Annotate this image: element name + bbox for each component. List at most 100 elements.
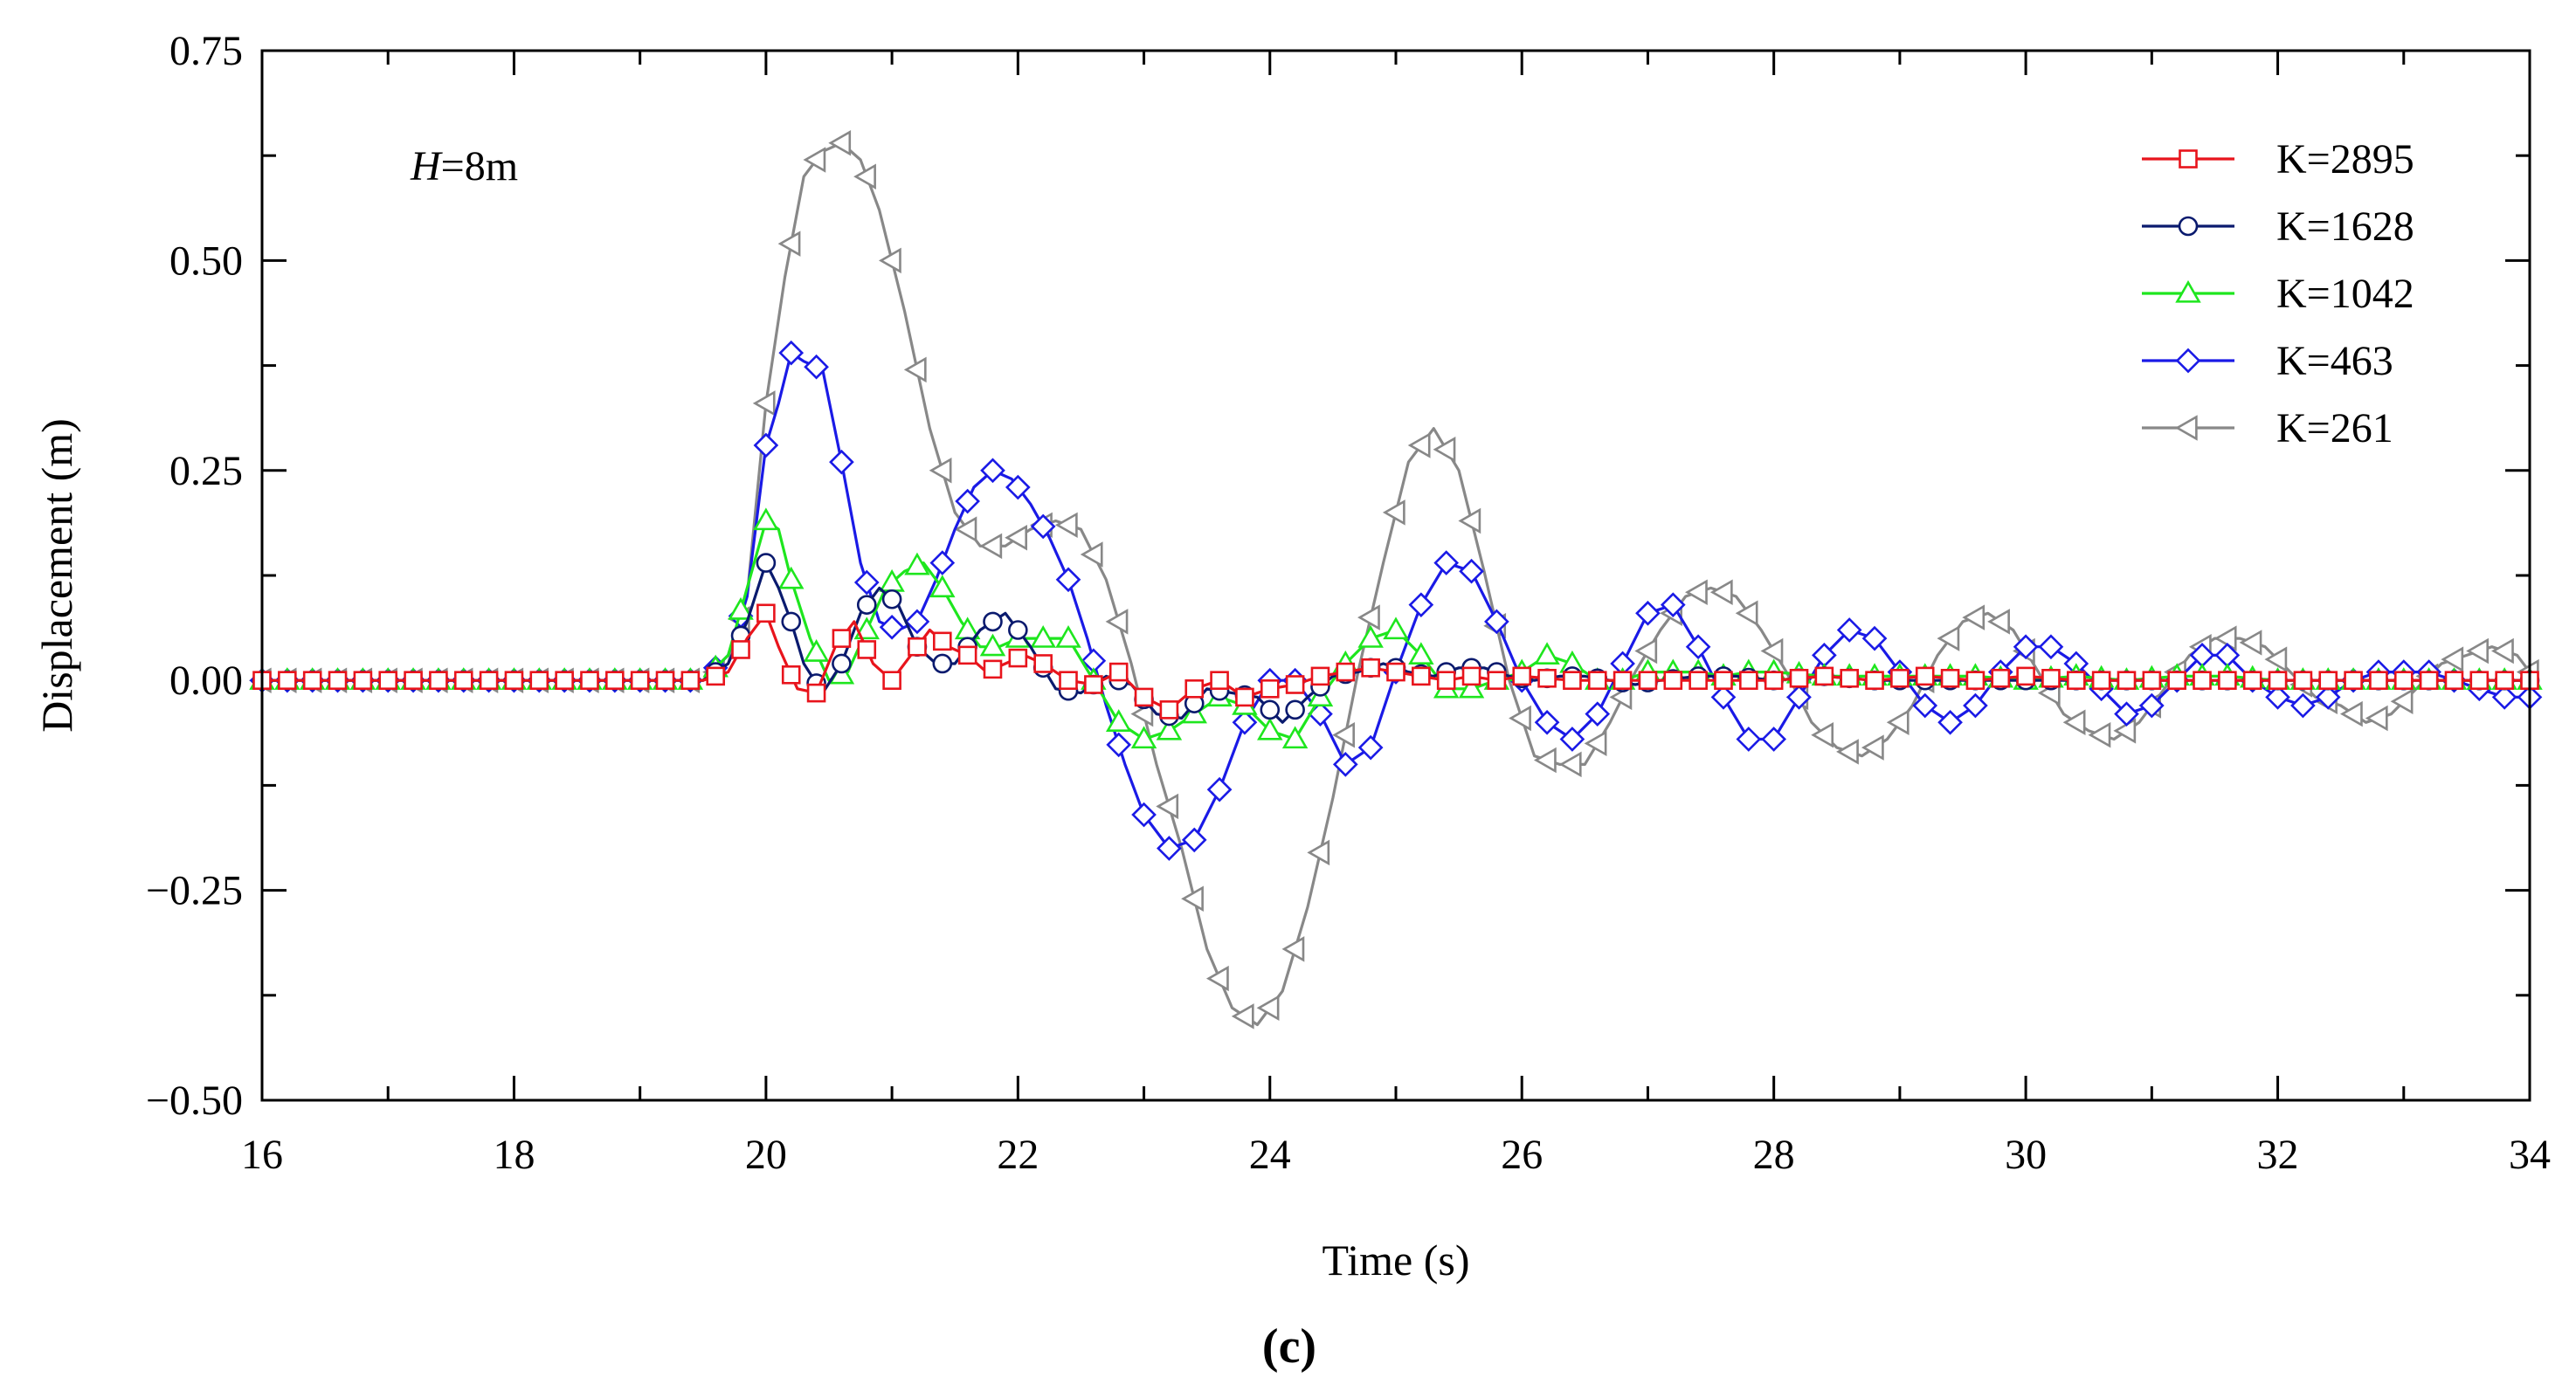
data-point: [2114, 701, 2139, 727]
data-point: [1030, 513, 1056, 540]
data-point: [1386, 662, 1405, 682]
data-point: [929, 458, 952, 484]
legend-label: K=2895: [2276, 136, 2414, 182]
data-point: [1836, 617, 1862, 643]
data-point: [1764, 671, 1784, 691]
data-point: [929, 550, 956, 575]
data-point: [1512, 666, 1532, 686]
data-point: [555, 671, 574, 691]
data-point: [2393, 671, 2414, 691]
data-point: [605, 671, 625, 691]
data-point: [753, 507, 779, 531]
data-point: [1459, 558, 1484, 584]
data-point: [908, 637, 927, 657]
data-point: [803, 639, 830, 662]
data-point: [278, 671, 297, 691]
data-point: [1134, 687, 1154, 707]
data-point: [1156, 793, 1179, 820]
data-point: [856, 595, 877, 615]
legend-label: K=1042: [2276, 271, 2414, 317]
data-point: [580, 671, 599, 691]
data-point: [1814, 666, 1834, 686]
data-point: [1635, 600, 1661, 626]
legend-item: K=1628: [2142, 203, 2414, 250]
data-point: [1761, 727, 1787, 752]
data-point: [1260, 699, 1281, 720]
data-point: [803, 147, 826, 173]
data-point: [1131, 802, 1157, 828]
data-point: [1861, 625, 1888, 651]
data-point: [1408, 642, 1434, 665]
data-point: [2469, 671, 2490, 691]
data-point: [1487, 671, 1507, 691]
data-point: [853, 569, 880, 596]
series-K=1628: [252, 553, 2540, 727]
data-point: [1584, 730, 1607, 757]
data-point: [1638, 671, 1658, 691]
data-point: [879, 614, 905, 640]
height-annotation-symbol: H: [410, 143, 443, 189]
data-point: [1559, 727, 1585, 752]
data-point: [857, 640, 877, 659]
data-point: [1760, 637, 1784, 665]
data-point: [1937, 625, 1960, 651]
data-point: [1285, 675, 1305, 694]
data-point: [1534, 642, 1560, 665]
height-annotation: H=8m: [410, 143, 518, 189]
data-point: [1156, 717, 1183, 740]
y-tick-label: −0.25: [146, 868, 243, 914]
data-point: [1181, 885, 1204, 912]
data-point: [1084, 675, 1103, 694]
data-point: [1963, 692, 1988, 719]
data-point: [1613, 671, 1633, 691]
data-point: [1458, 675, 1485, 699]
data-point: [1059, 671, 1078, 691]
data-point: [2016, 666, 2035, 686]
data-point: [1987, 609, 2010, 635]
x-tick-label: 22: [997, 1132, 1039, 1178]
data-point: [1232, 709, 1258, 735]
data-point: [2419, 671, 2439, 691]
data-point: [1285, 699, 1305, 720]
data-point: [2138, 692, 2165, 719]
series-line: [262, 561, 2530, 724]
data-point: [1008, 620, 1028, 640]
data-point: [1736, 727, 1762, 752]
data-point: [1484, 609, 1509, 635]
data-point: [328, 671, 348, 691]
data-point: [853, 616, 881, 640]
data-point: [832, 653, 852, 674]
data-point: [903, 356, 927, 383]
data-point: [1055, 567, 1081, 593]
y-tick-label: −0.50: [146, 1078, 243, 1124]
data-point: [1108, 662, 1129, 682]
data-point: [1585, 701, 1611, 727]
data-point: [2491, 637, 2514, 665]
data-point: [1663, 671, 1683, 691]
data-point: [1433, 437, 1456, 463]
data-point: [1210, 671, 1229, 691]
data-point: [929, 575, 956, 598]
data-point: [2315, 685, 2341, 710]
data-point: [2369, 671, 2388, 691]
data-point: [2242, 671, 2262, 691]
x-tick-label: 18: [493, 1132, 535, 1178]
data-point: [1235, 687, 1254, 707]
data-point: [1912, 692, 1938, 719]
series-K=261: [248, 130, 2539, 1030]
data-point: [479, 671, 499, 691]
data-point: [2218, 671, 2237, 691]
data-point: [1991, 668, 2011, 688]
data-point: [2318, 671, 2338, 691]
data-point: [1383, 616, 1409, 640]
data-point: [1689, 671, 1708, 691]
data-point: [2339, 700, 2363, 727]
data-point: [1357, 734, 1384, 761]
legend-item: K=2895: [2142, 136, 2414, 182]
data-point: [980, 458, 1005, 484]
data-point: [1714, 671, 1733, 691]
data-point: [983, 611, 1003, 632]
data-point: [1310, 666, 1330, 686]
data-point: [2113, 718, 2137, 744]
